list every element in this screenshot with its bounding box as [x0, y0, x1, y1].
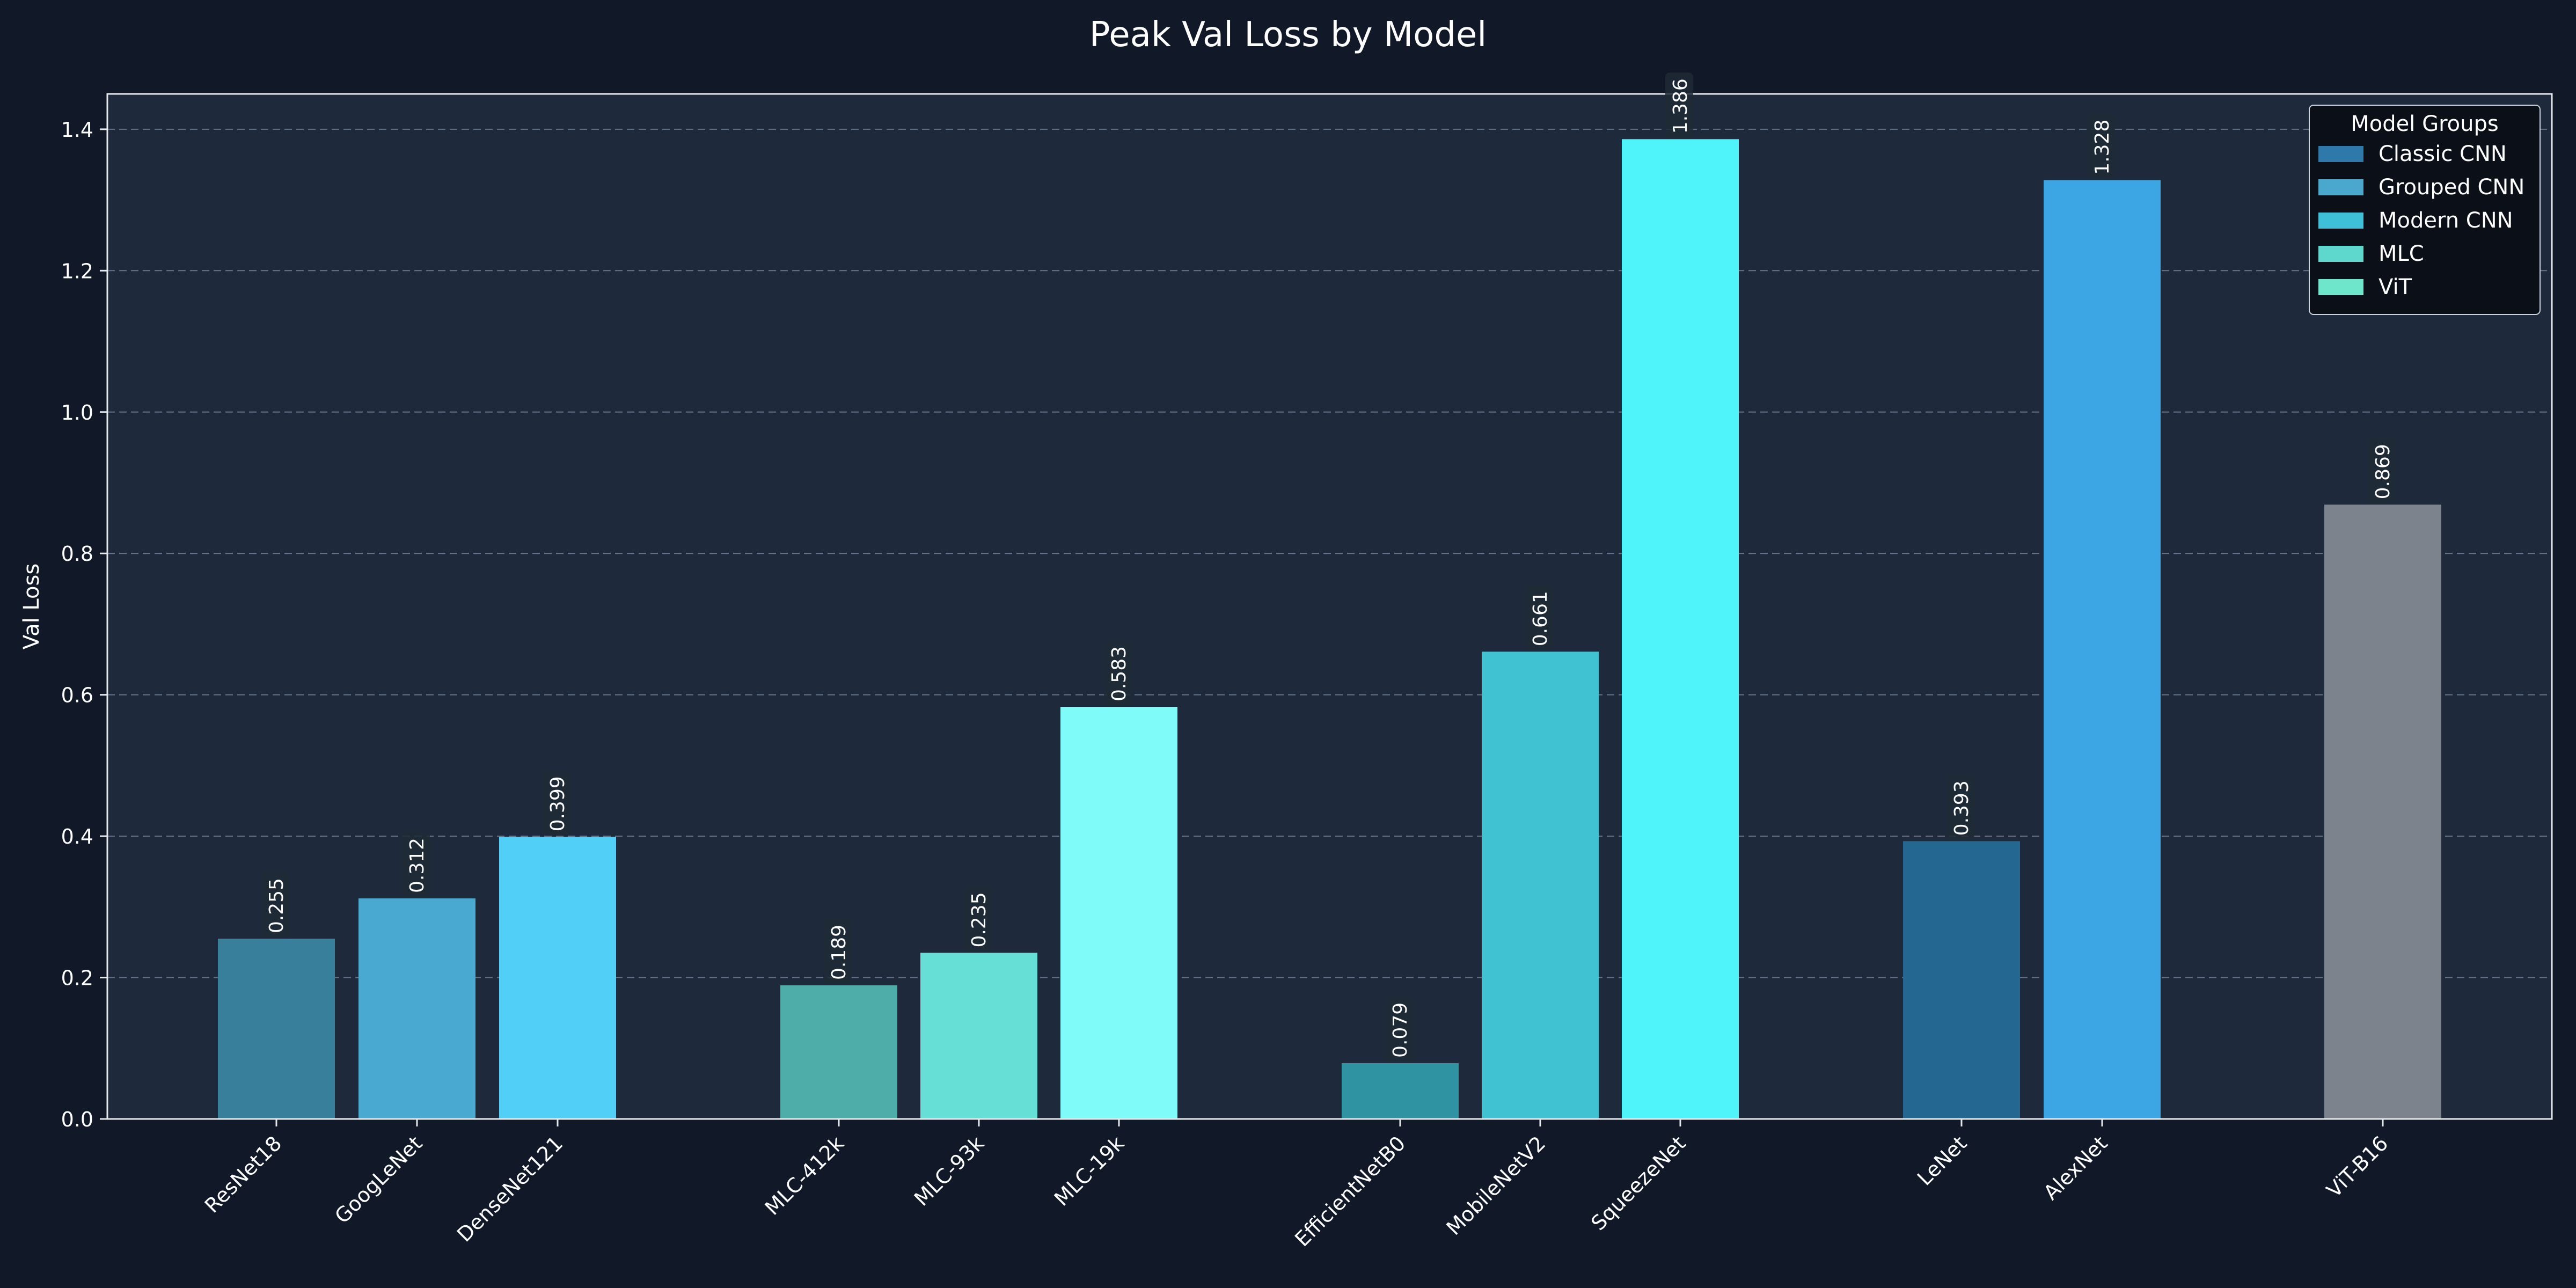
value-label-text: 0.235: [968, 892, 990, 947]
legend-swatch: [2318, 279, 2363, 295]
value-label-box: [1525, 585, 1553, 651]
bar-densenet121: [499, 837, 616, 1119]
value-label-text: 0.255: [266, 878, 288, 933]
value-label-text: 0.079: [1389, 1002, 1411, 1058]
value-label: 1.386: [1665, 72, 1693, 138]
value-label: 1.328: [2087, 113, 2115, 179]
bar-resnet18: [218, 939, 335, 1119]
value-label-box: [824, 919, 852, 985]
legend-swatch: [2318, 179, 2363, 195]
value-label: 0.393: [1946, 774, 1974, 840]
legend-swatch: [2318, 146, 2363, 162]
legend-entry-label: MLC: [2379, 241, 2424, 266]
value-label-text: 0.399: [547, 776, 569, 831]
bar-googlenet: [358, 898, 475, 1119]
y-tick-label: 0.6: [61, 684, 93, 707]
value-label-text: 0.869: [2372, 444, 2394, 499]
legend: Model Groups Classic CNN Grouped CNN Moder…: [2309, 105, 2541, 315]
value-label-text: 0.393: [1951, 780, 1973, 836]
y-tick-label: 0.4: [61, 825, 93, 848]
bar-mlc-412k: [780, 985, 897, 1119]
value-label-box: [1385, 996, 1413, 1062]
bar-squeezenet: [1622, 139, 1739, 1119]
y-axis-ticks: 0.0 0.2 0.4 0.6 0.8 1.0 1.2 1.4: [61, 118, 107, 1131]
legend-swatch: [2318, 213, 2363, 229]
value-label-text: 0.583: [1108, 646, 1130, 701]
value-label-text: 0.312: [406, 838, 428, 893]
legend-entry-label: Classic CNN: [2379, 142, 2507, 166]
value-label: 0.399: [543, 770, 570, 836]
value-label: 0.661: [1525, 585, 1553, 651]
bar-alexnet: [2044, 180, 2161, 1119]
legend-entry-label: Modern CNN: [2379, 208, 2513, 233]
plot-frame: [106, 93, 2553, 1120]
bar-vit-b16: [2324, 504, 2441, 1119]
value-label: 0.312: [402, 832, 430, 898]
bar-lenet: [1903, 841, 2020, 1119]
chart-title: Peak Val Loss by Model: [1089, 15, 1487, 55]
value-label: 0.235: [964, 886, 992, 952]
value-label: 0.869: [2368, 438, 2396, 504]
bar-mlc-19k: [1060, 707, 1177, 1119]
legend-entry-label: Grouped CNN: [2379, 175, 2524, 200]
value-label: 0.583: [1104, 640, 1132, 706]
value-label: 0.189: [824, 919, 852, 985]
value-label-box: [261, 872, 289, 938]
value-label: 0.255: [261, 872, 289, 938]
legend-swatch: [2318, 246, 2363, 262]
y-tick-label: 1.2: [61, 259, 93, 283]
value-label-box: [1104, 640, 1132, 706]
bars: [218, 139, 2441, 1119]
value-label-text: 1.386: [1670, 78, 1692, 134]
value-labels: 0.255 0.312 0.399 0.189 0.235 0.583 0.079 0.661…: [261, 72, 2396, 1062]
bar-mobilenetv2: [1482, 652, 1599, 1119]
value-label-box: [1665, 72, 1693, 138]
y-axis-label: Val Loss: [19, 564, 44, 649]
value-label-box: [2368, 438, 2396, 504]
y-tick-label: 0.2: [61, 967, 93, 990]
value-label-text: 1.328: [2091, 120, 2113, 175]
value-label-box: [1946, 774, 1974, 840]
y-tick-label: 0.0: [61, 1108, 93, 1131]
y-tick-label: 1.4: [61, 118, 93, 142]
bar-mlc-93k: [920, 953, 1037, 1119]
y-tick-label: 1.0: [61, 401, 93, 425]
value-label-box: [964, 886, 992, 952]
value-label-text: 0.189: [828, 925, 850, 980]
y-tick-label: 0.8: [61, 542, 93, 566]
legend-box: [2309, 105, 2541, 315]
legend-entry-label: ViT: [2379, 275, 2412, 299]
value-label-box: [543, 770, 570, 836]
value-label: 0.079: [1385, 996, 1413, 1062]
bar-efficientnetb0: [1342, 1063, 1459, 1119]
legend-title: Model Groups: [2351, 112, 2498, 136]
value-label-text: 0.661: [1529, 591, 1552, 646]
value-label-box: [402, 832, 430, 898]
value-label-box: [2087, 113, 2115, 179]
